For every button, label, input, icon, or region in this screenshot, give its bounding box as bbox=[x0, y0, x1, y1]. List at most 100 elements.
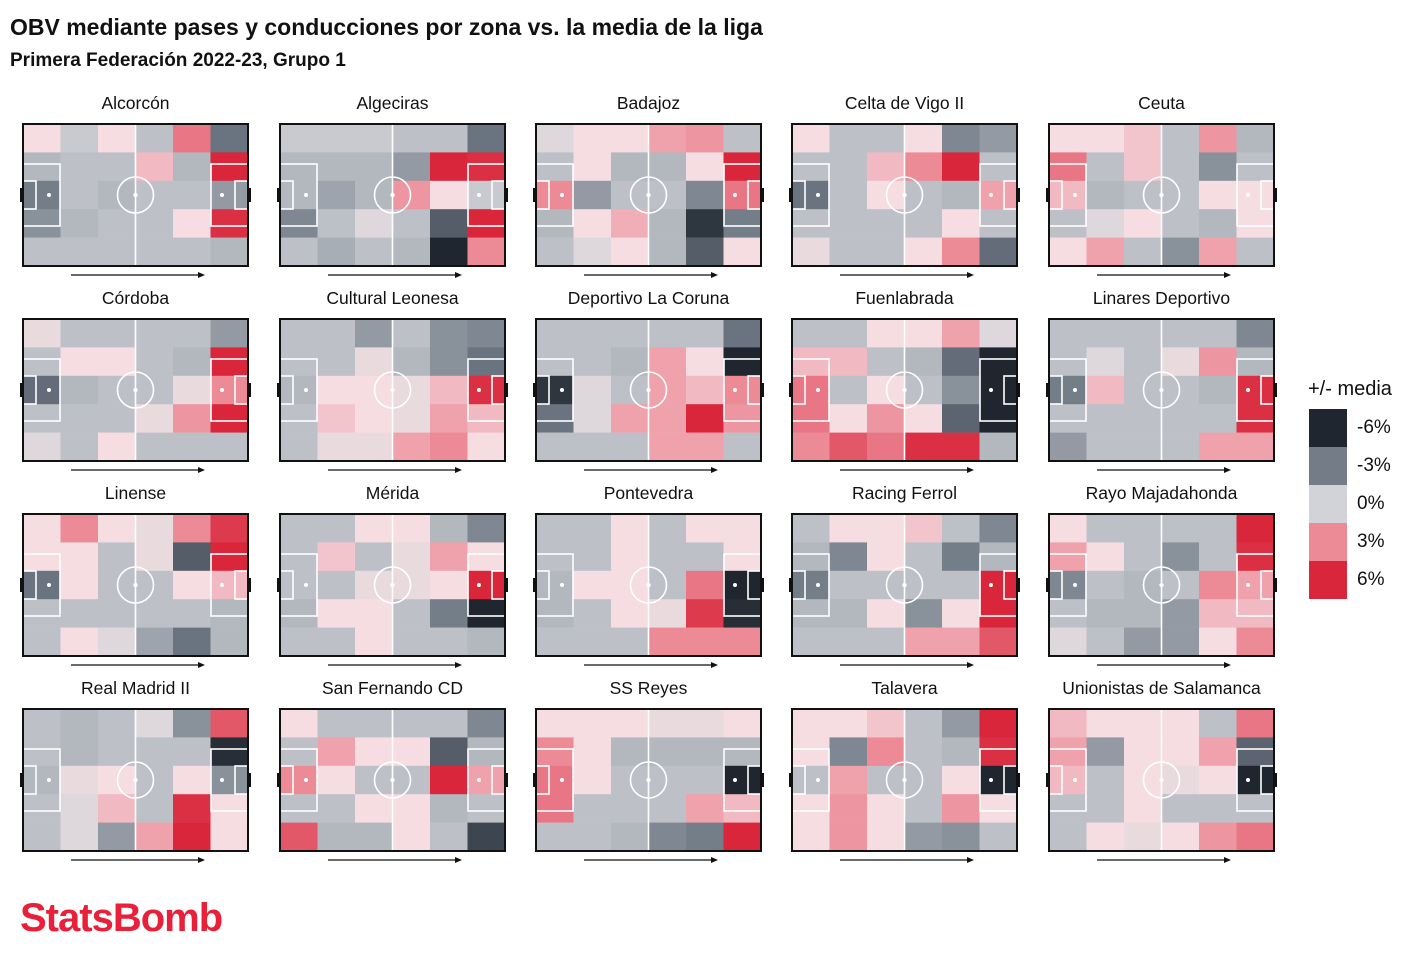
zone-cell bbox=[942, 570, 980, 600]
goal-right bbox=[761, 383, 764, 397]
zone-cell bbox=[829, 404, 868, 433]
zone-cell bbox=[1086, 152, 1125, 182]
zone-cell bbox=[536, 542, 574, 572]
zone-cell bbox=[942, 542, 980, 572]
zone-cell bbox=[1086, 124, 1125, 153]
zone-cell bbox=[1086, 709, 1125, 738]
team-name: Linense bbox=[105, 483, 166, 503]
zone-cell bbox=[467, 347, 506, 377]
team-name: Linares Deportivo bbox=[1093, 288, 1230, 308]
zone-cell bbox=[536, 404, 574, 433]
zone-cell bbox=[723, 124, 762, 153]
zone-cell bbox=[867, 209, 905, 238]
zone-cell bbox=[904, 627, 943, 657]
zone-cell bbox=[1086, 347, 1125, 377]
zone-cell bbox=[648, 709, 687, 738]
zone-cell bbox=[317, 152, 356, 182]
zone-cell bbox=[536, 514, 574, 543]
zone-cell bbox=[1161, 599, 1200, 628]
zone-cell bbox=[98, 737, 136, 767]
zone-cell bbox=[829, 709, 868, 738]
zone-cell bbox=[611, 709, 649, 738]
zone-cell bbox=[792, 404, 830, 433]
goal-left bbox=[1046, 773, 1049, 787]
zone-cell bbox=[23, 822, 61, 852]
zone-cell bbox=[867, 152, 905, 182]
zone-cell bbox=[467, 209, 506, 238]
zone-cell bbox=[536, 627, 574, 657]
zone-cell bbox=[98, 709, 136, 738]
zone-cell bbox=[317, 347, 356, 377]
zone-cell bbox=[1161, 237, 1200, 267]
zone-cell bbox=[979, 404, 1018, 433]
zone-cell bbox=[98, 319, 136, 348]
zone-cell bbox=[648, 514, 687, 543]
zone-cell bbox=[1049, 765, 1087, 795]
zone-cell bbox=[611, 627, 649, 657]
zone-cell bbox=[723, 737, 762, 767]
zone-cell bbox=[942, 319, 980, 348]
zone-cell bbox=[430, 347, 468, 377]
direction-arrowhead bbox=[198, 857, 205, 863]
zone-cell bbox=[173, 709, 211, 738]
zone-cell bbox=[210, 514, 249, 543]
centre-circle bbox=[116, 176, 155, 214]
zone-cell bbox=[1124, 542, 1162, 572]
zone-cell bbox=[904, 347, 943, 377]
zone-cell bbox=[1086, 432, 1125, 462]
zone-cell bbox=[317, 375, 356, 405]
centre-circle bbox=[373, 371, 412, 409]
zone-cell bbox=[1199, 794, 1237, 823]
penalty-spot-right bbox=[1246, 778, 1250, 782]
zone-cell bbox=[135, 237, 174, 267]
zone-cell bbox=[942, 375, 980, 405]
zone-cell bbox=[1236, 765, 1275, 795]
zone-cell bbox=[135, 765, 174, 795]
zone-cell bbox=[1086, 237, 1125, 267]
direction-arrowhead bbox=[711, 272, 718, 278]
penalty-spot-left bbox=[560, 583, 564, 587]
zone-cell bbox=[536, 209, 574, 238]
zone-cell bbox=[648, 319, 687, 348]
centre-circle bbox=[629, 176, 668, 214]
zone-cell bbox=[430, 124, 468, 153]
zone-cell bbox=[1199, 180, 1237, 210]
goal-right bbox=[248, 383, 251, 397]
zone-cell bbox=[392, 570, 431, 600]
zone-cell bbox=[829, 319, 868, 348]
zone-cell bbox=[867, 822, 905, 852]
penalty-spot-right bbox=[733, 778, 737, 782]
zone-cell bbox=[829, 237, 868, 267]
zone-cell bbox=[686, 152, 724, 182]
goal-left bbox=[277, 383, 280, 397]
zone-cell bbox=[210, 570, 249, 600]
zone-cell bbox=[867, 514, 905, 543]
penalty-spot-left bbox=[560, 778, 564, 782]
zone-cell bbox=[317, 794, 356, 823]
zone-cell bbox=[792, 765, 830, 795]
centre-circle bbox=[1142, 176, 1181, 214]
zone-cell bbox=[1161, 319, 1200, 348]
zone-cell bbox=[317, 599, 356, 628]
goal-left bbox=[533, 188, 536, 202]
zone-cell bbox=[792, 319, 830, 348]
zone-cell bbox=[317, 209, 356, 238]
zone-cell bbox=[1124, 432, 1162, 462]
zone-cell bbox=[1161, 709, 1200, 738]
team-pitch-grid: Alcorcón Algeciras Badajoz Celta de Vigo II… bbox=[20, 93, 1277, 863]
zone-cell bbox=[98, 124, 136, 153]
team-name: Ceuta bbox=[1138, 93, 1185, 113]
zone-cell bbox=[430, 542, 468, 572]
zone-cell bbox=[317, 627, 356, 657]
zone-cell bbox=[829, 627, 868, 657]
zone-cell bbox=[1049, 432, 1087, 462]
zone-cell bbox=[1049, 319, 1087, 348]
zone-cell bbox=[1161, 822, 1200, 852]
legend-label: -3% bbox=[1357, 455, 1391, 476]
zone-cell bbox=[173, 124, 211, 153]
zone-cell bbox=[686, 124, 724, 153]
zone-cell bbox=[392, 737, 431, 767]
zone-cell bbox=[1049, 709, 1087, 738]
zone-cell bbox=[210, 765, 249, 795]
zone-cell bbox=[317, 514, 356, 543]
